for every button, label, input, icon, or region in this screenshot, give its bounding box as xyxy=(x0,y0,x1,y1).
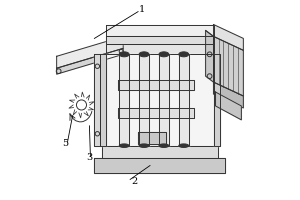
Polygon shape xyxy=(206,30,214,82)
Text: 5: 5 xyxy=(62,139,69,148)
Polygon shape xyxy=(179,54,189,146)
Polygon shape xyxy=(118,80,194,90)
Polygon shape xyxy=(106,25,214,36)
Polygon shape xyxy=(100,54,106,146)
Polygon shape xyxy=(57,48,123,74)
Polygon shape xyxy=(119,54,129,146)
Ellipse shape xyxy=(139,144,149,147)
Text: 1: 1 xyxy=(139,5,145,14)
Ellipse shape xyxy=(159,144,169,147)
Ellipse shape xyxy=(139,52,149,57)
Polygon shape xyxy=(214,25,243,50)
Polygon shape xyxy=(102,146,218,158)
Text: 2: 2 xyxy=(131,177,137,186)
Polygon shape xyxy=(138,132,166,144)
Ellipse shape xyxy=(119,52,129,57)
Polygon shape xyxy=(139,54,149,146)
Polygon shape xyxy=(214,54,220,146)
Polygon shape xyxy=(106,54,214,146)
Text: 3: 3 xyxy=(86,153,92,162)
Polygon shape xyxy=(94,158,226,173)
Ellipse shape xyxy=(119,144,129,147)
Polygon shape xyxy=(118,108,194,118)
Ellipse shape xyxy=(179,52,189,57)
Polygon shape xyxy=(214,36,243,96)
Polygon shape xyxy=(215,92,242,120)
Polygon shape xyxy=(57,36,123,68)
Ellipse shape xyxy=(179,144,189,147)
Polygon shape xyxy=(106,44,214,54)
Polygon shape xyxy=(159,54,169,146)
Polygon shape xyxy=(94,54,100,146)
Ellipse shape xyxy=(159,52,169,57)
Polygon shape xyxy=(214,82,243,108)
Polygon shape xyxy=(106,36,214,44)
